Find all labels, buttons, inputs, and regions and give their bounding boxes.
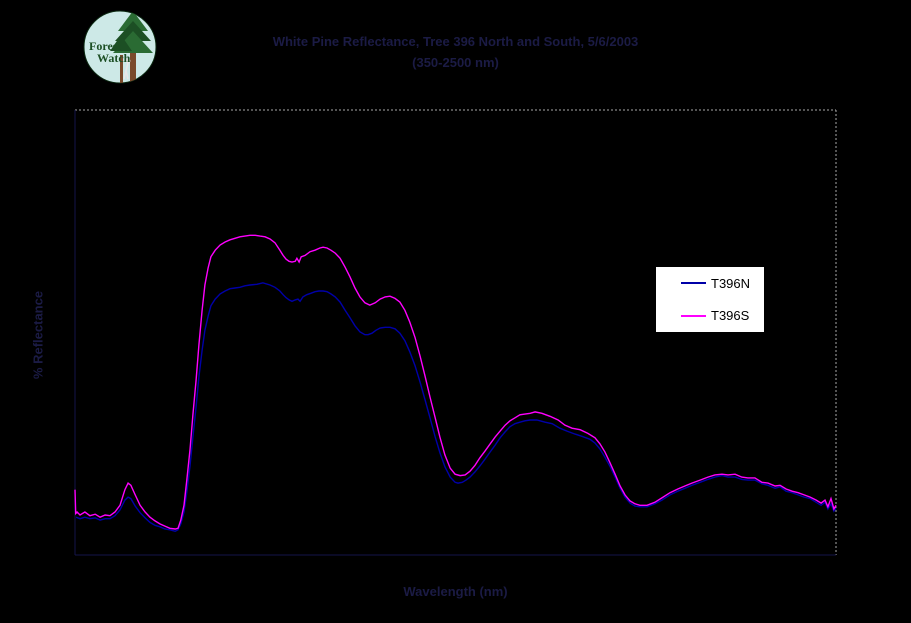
x-axis-label: Wavelength (nm) <box>403 584 508 599</box>
logo-text-forest: Forest <box>89 39 121 53</box>
legend-label-t396n: T396N <box>711 275 751 291</box>
legend-entry-t396s: T396S <box>656 306 764 326</box>
legend-line-sample-t396s <box>681 314 706 317</box>
chart-title: White Pine Reflectance, Tree 396 North a… <box>75 31 836 73</box>
y-axis-label: % Reflectance <box>30 290 46 380</box>
legend-line-sample-t396n <box>681 282 706 285</box>
legend-box: T396N T396S <box>655 266 765 333</box>
series-line-t396s <box>74 234 837 530</box>
series-line-t396n <box>75 282 837 533</box>
chart-title-line1: White Pine Reflectance, Tree 396 North a… <box>272 34 639 49</box>
legend-entry-t396n: T396N <box>656 273 764 293</box>
pine-tree-icon <box>110 11 153 83</box>
chart-title-line2: (350-2500 nm) <box>412 55 499 70</box>
legend-label-t396s: T396S <box>711 308 750 324</box>
forest-watch-logo: Forest Watch <box>83 10 157 84</box>
logo-text-watch: Watch <box>97 51 131 65</box>
